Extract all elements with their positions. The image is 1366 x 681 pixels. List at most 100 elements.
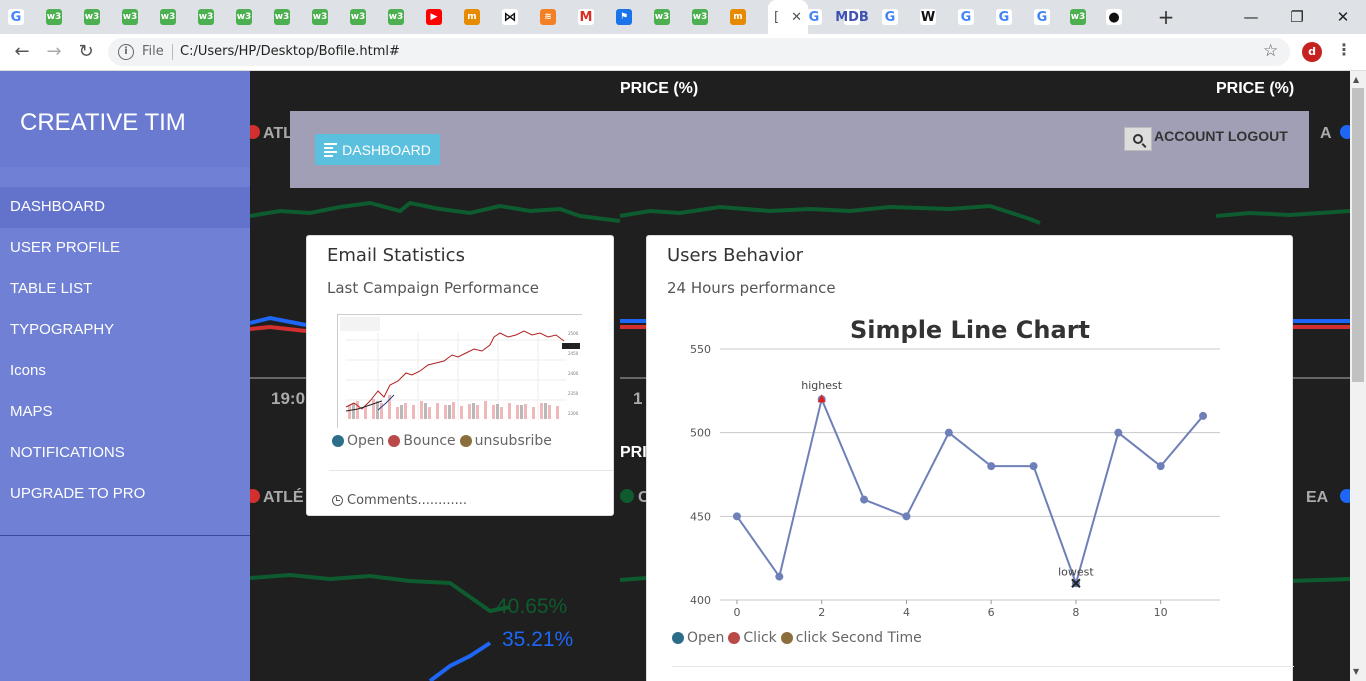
- browser-tab[interactable]: w3: [1060, 4, 1096, 30]
- ticker-green-line: [250, 572, 511, 614]
- svg-text:2350: 2350: [568, 391, 579, 396]
- sidebar-item-label: Icons: [10, 362, 46, 379]
- ticker-time: 19:0: [271, 389, 306, 408]
- restore-button[interactable]: ❐: [1290, 8, 1304, 26]
- menu-kebab-icon[interactable]: ⋮: [1336, 40, 1352, 59]
- series-line: [736, 396, 1204, 587]
- back-arrow-icon[interactable]: ←: [14, 41, 30, 62]
- legend-label: unsubsribe: [474, 433, 552, 449]
- w3schools-icon: w3: [312, 9, 328, 25]
- minimize-button[interactable]: —: [1243, 8, 1259, 26]
- legend-dot: [780, 632, 793, 644]
- align-left-icon: [324, 141, 338, 159]
- browser-tab[interactable]: w3: [74, 4, 110, 30]
- comments-text: Comments............: [347, 493, 468, 508]
- w3schools-icon: w3: [388, 9, 404, 25]
- google-icon: G: [958, 9, 974, 25]
- annotation-label: lowest: [1058, 565, 1094, 578]
- browser-tab[interactable]: G: [1024, 4, 1060, 30]
- background-ticker: PRICE (%) PRICE (%) PRI ATL A ATLÉ C EA …: [246, 71, 1354, 681]
- bow-tie-icon: ⋈: [502, 9, 518, 25]
- sidebar-item-dashboard[interactable]: DASHBOARD: [0, 187, 250, 228]
- close-tab-icon[interactable]: ✕: [791, 9, 802, 25]
- w3schools-icon: w3: [198, 9, 214, 25]
- account-logout-link[interactable]: ACCOUNT LOGOUT: [1154, 128, 1288, 144]
- browser-tab[interactable]: w3: [188, 4, 224, 30]
- profile-avatar[interactable]: d: [1302, 42, 1322, 62]
- sidebar-item-typography[interactable]: TYPOGRAPHY: [0, 310, 250, 351]
- scroll-down-arrow-icon[interactable]: ▼: [1353, 667, 1360, 676]
- top-navbar: DASHBOARD ACCOUNT LOGOUT: [290, 111, 1309, 188]
- card-subtitle: Last Campaign Performance: [327, 279, 540, 297]
- browser-tab[interactable]: ⋈: [492, 4, 528, 30]
- browser-tab[interactable]: m: [454, 4, 490, 30]
- browser-tab[interactable]: w3: [378, 4, 414, 30]
- browser-tab[interactable]: m: [720, 4, 756, 30]
- users-legend: Open Click click Second Time: [672, 630, 926, 646]
- info-icon[interactable]: i: [118, 44, 134, 60]
- forward-arrow-icon[interactable]: →: [46, 41, 62, 62]
- search-button[interactable]: [1124, 127, 1152, 151]
- page-scrollbar[interactable]: ▲ ▼: [1350, 71, 1366, 681]
- browser-tab[interactable]: ▶: [416, 4, 452, 30]
- sidebar-item-table-list[interactable]: TABLE LIST: [0, 269, 250, 310]
- close-window-button[interactable]: ✕: [1336, 8, 1350, 26]
- browser-tab[interactable]: ⚑: [606, 4, 642, 30]
- sidebar-item-icons[interactable]: Icons: [0, 351, 250, 392]
- card-divider: [329, 470, 613, 471]
- w3schools-icon: w3: [122, 9, 138, 25]
- ticker-green-line: [250, 200, 621, 223]
- browser-tab[interactable]: W: [910, 4, 946, 30]
- address-bar[interactable]: i File C:/Users/HP/Desktop/Bofile.html# …: [108, 38, 1290, 66]
- sidebar-item-user-profile[interactable]: USER PROFILE: [0, 228, 250, 269]
- email-statistics-card: Email Statistics Last Campaign Performan…: [306, 235, 614, 516]
- browser-tab[interactable]: w3: [264, 4, 300, 30]
- browser-tab[interactable]: w3: [644, 4, 680, 30]
- mdn-icon: m: [730, 9, 746, 25]
- scrollbar-thumb[interactable]: [1352, 88, 1364, 382]
- legend-label: Open: [687, 630, 725, 646]
- sidebar-item-label: MAPS: [10, 403, 53, 420]
- scroll-up-arrow-icon[interactable]: ▲: [1353, 75, 1360, 84]
- reload-icon[interactable]: ↻: [78, 41, 94, 62]
- browser-tab[interactable]: MDB: [834, 4, 870, 30]
- sidebar-item-label: TYPOGRAPHY: [10, 321, 115, 338]
- browser-tab[interactable]: w3: [36, 4, 72, 30]
- browser-tab[interactable]: w3: [340, 4, 376, 30]
- url-text[interactable]: C:/Users/HP/Desktop/Bofile.html#: [180, 44, 400, 59]
- browser-tab[interactable]: w3: [150, 4, 186, 30]
- browser-tab[interactable]: w3: [226, 4, 262, 30]
- stock-chart-graphic: 2500 2450 2400 2350 2300: [338, 315, 583, 429]
- data-point: [902, 512, 911, 521]
- active-tab[interactable]: [ ✕: [768, 0, 808, 34]
- scheme-label: File: [142, 44, 164, 59]
- sidebar-item-upgrade-to-pro[interactable]: UPGRADE TO PRO: [0, 474, 250, 515]
- browser-tab[interactable]: w3: [682, 4, 718, 30]
- ticker-percent-green: 40.65%: [496, 595, 568, 618]
- highest-marker-icon: [817, 394, 826, 403]
- github-icon: ●: [1106, 9, 1122, 25]
- sidebar-item-notifications[interactable]: NOTIFICATIONS: [0, 433, 250, 474]
- y-tick-label: 550: [690, 343, 711, 356]
- brand-title[interactable]: CREATIVE TIM: [20, 109, 186, 136]
- browser-tab[interactable]: G: [948, 4, 984, 30]
- browser-tab[interactable]: ≋: [530, 4, 566, 30]
- browser-tab[interactable]: G: [986, 4, 1022, 30]
- google-icon: G: [996, 9, 1012, 25]
- browser-tab[interactable]: G: [0, 4, 34, 30]
- sidebar-item-maps[interactable]: MAPS: [0, 392, 250, 433]
- dashboard-toggle-button[interactable]: DASHBOARD: [315, 134, 440, 165]
- new-tab-button[interactable]: +: [1157, 5, 1175, 29]
- svg-text:2450: 2450: [568, 351, 579, 356]
- browser-tab[interactable]: ●: [1096, 4, 1132, 30]
- mdb-icon: MDB: [835, 9, 869, 25]
- dashboard-button-label: DASHBOARD: [342, 141, 431, 158]
- browser-tab[interactable]: M: [568, 4, 604, 30]
- browser-tab[interactable]: G: [796, 4, 832, 30]
- ticker-blue-line: [250, 315, 307, 327]
- browser-tab[interactable]: w3: [112, 4, 148, 30]
- browser-tab[interactable]: G: [872, 4, 908, 30]
- browser-tab[interactable]: w3: [302, 4, 338, 30]
- bookmark-star-icon[interactable]: ☆: [1263, 41, 1279, 61]
